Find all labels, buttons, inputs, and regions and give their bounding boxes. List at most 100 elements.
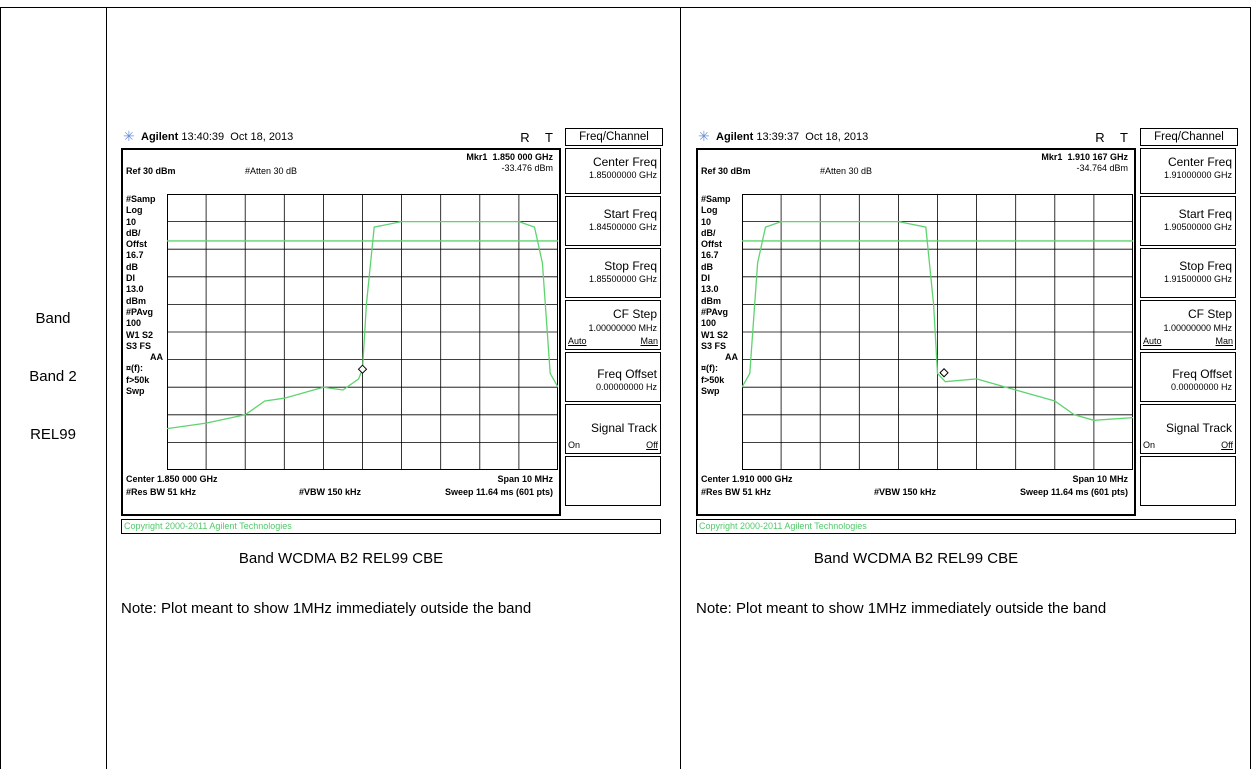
side-label: Log — [126, 205, 143, 216]
side-label: W1 S2 — [126, 329, 154, 340]
side-label: AA — [725, 352, 738, 363]
blank-softkey[interactable] — [565, 456, 661, 506]
analyzer-screen: Mkr1 1.850 000 GHz -33.476 dBm Ref 30 dB… — [121, 148, 561, 516]
side-label: dBm — [701, 295, 721, 306]
side-label: Offst — [701, 239, 722, 250]
marker-diamond — [357, 364, 368, 374]
start-freq-value: 1.90500000 GHz — [1163, 222, 1232, 232]
start-freq-value: 1.84500000 GHz — [588, 222, 657, 232]
capture-time: 13:40:39 — [181, 131, 225, 143]
signal-track-on-option[interactable]: On — [1143, 440, 1156, 450]
capture-date: Oct 18, 2013 — [805, 131, 869, 143]
center-freq-label: Center Freq — [1167, 155, 1232, 169]
cf-step-auto-option[interactable]: Auto — [568, 336, 587, 346]
side-label: DI — [126, 273, 135, 284]
freq-offset-softkey[interactable]: Freq Offset 0.00000000 Hz — [565, 352, 661, 402]
side-label: Swp — [701, 386, 720, 397]
signal-track-on-option[interactable]: On — [568, 440, 581, 450]
signal-track-off-option[interactable]: Off — [1221, 440, 1233, 450]
start-freq-label: Start Freq — [603, 207, 657, 221]
side-label: ¤(f): — [701, 363, 718, 374]
side-label: W1 S2 — [701, 329, 729, 340]
spectrum-plot — [742, 194, 1133, 470]
signal-track-label: Signal Track — [1165, 421, 1232, 435]
brand: Agilent — [716, 131, 754, 143]
plot-note-2: Note: Plot meant to show 1MHz immediatel… — [696, 600, 1107, 617]
stop-freq-value: 1.91500000 GHz — [1163, 274, 1232, 284]
blank-softkey[interactable] — [1140, 456, 1236, 506]
resolution-bandwidth: #Res BW 51 kHz — [701, 487, 772, 497]
sweep-time: Sweep 11.64 ms (601 pts) — [444, 487, 553, 497]
freq-offset-label: Freq Offset — [1172, 367, 1232, 381]
side-label: #Samp — [126, 194, 156, 204]
spectrum-analyzer-capture-1: ✳ Agilent 13:40:39 Oct 18, 2013 R T Mkr1… — [121, 126, 666, 536]
stop-freq-softkey[interactable]: Stop Freq 1.91500000 GHz — [1140, 248, 1236, 298]
center-freq-softkey[interactable]: Center Freq 1.85000000 GHz — [565, 148, 661, 194]
cf-step-softkey[interactable]: CF Step 1.00000000 MHz Auto Man — [1140, 300, 1236, 350]
cf-step-label: CF Step — [612, 307, 657, 321]
freq-offset-softkey[interactable]: Freq Offset 0.00000000 Hz — [1140, 352, 1236, 402]
menu-title: Freq/Channel — [565, 128, 663, 146]
side-label: 13.0 — [701, 284, 719, 295]
cf-step-auto-option[interactable]: Auto — [1143, 336, 1162, 346]
center-freq-softkey[interactable]: Center Freq 1.91000000 GHz — [1140, 148, 1236, 194]
center-frequency: Center 1.910 000 GHz — [701, 474, 793, 484]
analyzer-brand-time: Agilent 13:40:39 Oct 18, 2013 — [141, 131, 293, 143]
plot-caption-2: Band WCDMA B2 REL99 CBE — [813, 550, 1019, 567]
side-label: #Samp — [701, 194, 731, 204]
side-label: #PAvg — [126, 306, 154, 317]
center-freq-value: 1.91000000 GHz — [1163, 170, 1232, 180]
video-bandwidth: #VBW 150 kHz — [874, 487, 937, 497]
rt-indicator: R T — [520, 130, 559, 145]
cf-step-value: 1.00000000 MHz — [588, 323, 657, 333]
marker-readout: Mkr1 1.850 000 GHz — [466, 152, 553, 162]
capture-date: Oct 18, 2013 — [230, 131, 294, 143]
side-label: AA — [150, 352, 163, 363]
side-label: 10 — [126, 216, 137, 227]
marker-label: Mkr1 — [466, 152, 488, 162]
rt-indicator: R T — [1095, 130, 1134, 145]
row-label-band-number: Band 2 — [29, 368, 77, 385]
side-label: 13.0 — [126, 284, 144, 295]
marker-freq: 1.910 167 GHz — [1067, 152, 1128, 162]
menu-title: Freq/Channel — [1140, 128, 1238, 146]
center-freq-label: Center Freq — [592, 155, 657, 169]
table-col-divider-2 — [680, 7, 681, 769]
spectrum-analyzer-capture-2: ✳ Agilent 13:39:37 Oct 18, 2013 R T Mkr1… — [696, 126, 1241, 536]
start-freq-softkey[interactable]: Start Freq 1.90500000 GHz — [1140, 196, 1236, 246]
agilent-spark-icon: ✳ — [123, 128, 135, 144]
brand: Agilent — [141, 131, 179, 143]
side-label: 100 — [701, 318, 717, 329]
stop-freq-softkey[interactable]: Stop Freq 1.85500000 GHz — [565, 248, 661, 298]
cf-step-value: 1.00000000 MHz — [1163, 323, 1232, 333]
start-freq-softkey[interactable]: Start Freq 1.84500000 GHz — [565, 196, 661, 246]
cf-step-man-option[interactable]: Man — [640, 336, 658, 346]
freq-channel-menu: Freq/Channel Center Freq 1.85000000 GHz … — [565, 126, 663, 516]
side-label: 100 — [126, 318, 142, 329]
side-label: 10 — [701, 216, 712, 227]
attenuation: #Atten 30 dB — [245, 166, 298, 176]
center-frequency: Center 1.850 000 GHz — [126, 474, 218, 484]
analyzer-header: ✳ Agilent 13:40:39 Oct 18, 2013 R T — [121, 126, 561, 148]
signal-track-softkey[interactable]: Signal Track On Off — [565, 404, 661, 454]
cf-step-man-option[interactable]: Man — [1215, 336, 1233, 346]
marker-label: Mkr1 — [1041, 152, 1063, 162]
side-label: dB — [701, 261, 713, 272]
resolution-bandwidth: #Res BW 51 kHz — [126, 487, 197, 497]
side-label: S3 FS — [126, 340, 152, 351]
marker-level: -33.476 dBm — [501, 163, 553, 173]
cf-step-softkey[interactable]: CF Step 1.00000000 MHz Auto Man — [565, 300, 661, 350]
cf-step-label: CF Step — [1187, 307, 1232, 321]
side-label: 16.7 — [126, 250, 144, 261]
side-label: Offst — [126, 239, 147, 250]
reference-level: Ref 30 dBm — [701, 166, 751, 176]
side-label: #PAvg — [701, 306, 729, 317]
freq-channel-menu: Freq/Channel Center Freq 1.91000000 GHz … — [1140, 126, 1238, 516]
signal-track-off-option[interactable]: Off — [646, 440, 658, 450]
plot-note-1: Note: Plot meant to show 1MHz immediatel… — [121, 600, 532, 617]
signal-track-softkey[interactable]: Signal Track On Off — [1140, 404, 1236, 454]
marker-readout: Mkr1 1.910 167 GHz — [1041, 152, 1128, 162]
marker-diamond — [939, 368, 949, 378]
copyright-bar: Copyright 2000-2011 Agilent Technologies — [696, 519, 1236, 534]
